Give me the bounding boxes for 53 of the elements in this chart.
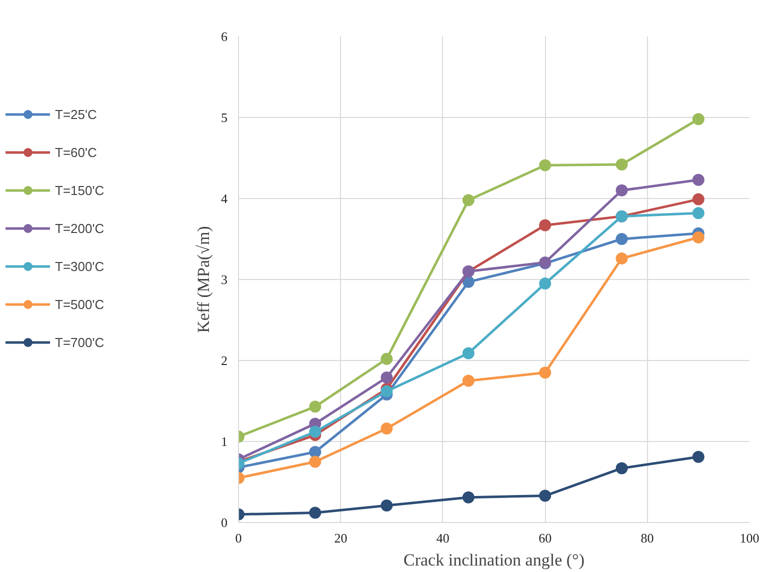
y-tick-label: 1	[221, 434, 228, 449]
point	[616, 233, 628, 245]
y-axis-title: Keff (MPa(√m)	[194, 226, 213, 333]
point	[692, 174, 704, 186]
point	[462, 491, 474, 504]
legend-label: T=25'C	[55, 106, 97, 122]
point	[692, 207, 704, 220]
y-tick-label: 5	[221, 110, 228, 125]
point	[309, 456, 322, 468]
y-tick-label: 0	[221, 515, 228, 530]
point	[380, 500, 393, 512]
point	[539, 490, 552, 502]
point	[462, 194, 474, 206]
x-tick-label: 60	[538, 530, 552, 546]
point	[616, 158, 628, 170]
point	[692, 231, 704, 244]
legend-label: T=150'C	[55, 182, 104, 198]
point	[380, 385, 393, 398]
point	[692, 450, 704, 463]
point	[309, 446, 322, 458]
point	[309, 400, 322, 413]
x-tick-label: 0	[235, 530, 242, 546]
x-tick-label: 80	[640, 530, 654, 546]
point	[539, 366, 552, 379]
point	[616, 462, 628, 474]
point	[692, 113, 704, 126]
legend-label: T=200'C	[55, 220, 104, 236]
point	[616, 184, 628, 196]
point	[462, 276, 474, 288]
y-tick-label: 2	[221, 353, 228, 368]
point	[462, 374, 474, 387]
legend-label: T=300'C	[55, 258, 104, 274]
point	[380, 422, 393, 435]
point	[309, 426, 322, 438]
y-tick-label: 4	[221, 191, 228, 206]
point	[539, 278, 552, 290]
point	[616, 252, 628, 264]
x-tick-label: 20	[334, 530, 348, 546]
x-tick-label: 100	[740, 530, 760, 546]
x-tick-label: 40	[436, 530, 450, 546]
point	[539, 159, 552, 172]
x-axis-title: Crack inclination angle (°)	[404, 550, 584, 570]
point	[380, 372, 393, 384]
point	[539, 219, 552, 232]
y-tick-label: 3	[221, 272, 228, 287]
point	[692, 193, 704, 206]
point	[309, 506, 322, 519]
y-tick-label: 6	[221, 29, 228, 44]
legend-label: T=60'C	[55, 144, 97, 160]
legend-label: T=700'C	[55, 334, 104, 350]
point	[380, 352, 393, 365]
legend-label: T=500'C	[55, 296, 104, 312]
point	[462, 347, 474, 360]
